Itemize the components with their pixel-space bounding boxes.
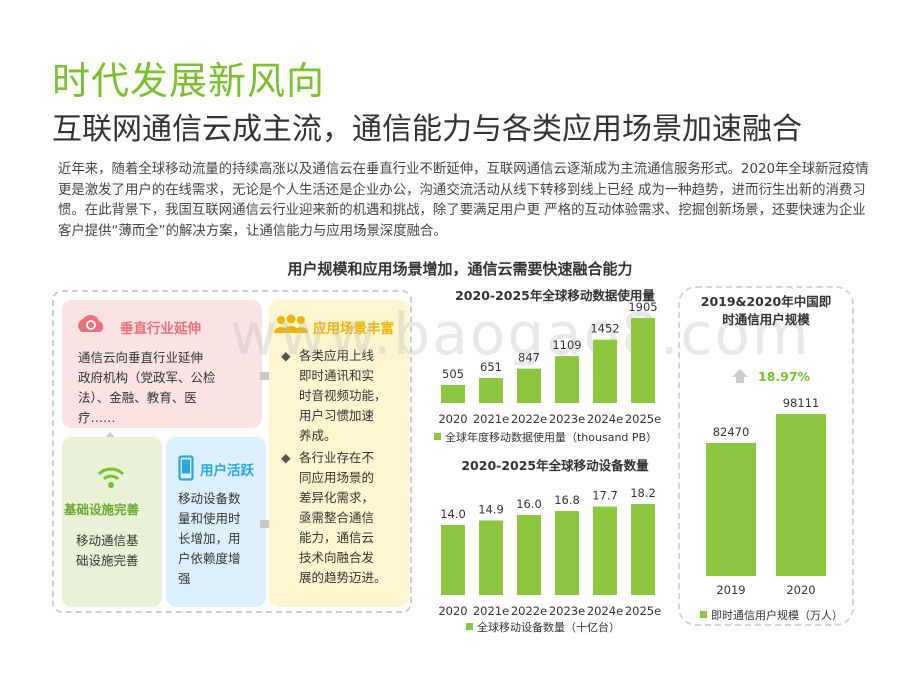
data-label: 82470 xyxy=(713,425,750,439)
legend-marker xyxy=(434,433,441,440)
legend-label: 即时通信用户规模（万人） xyxy=(711,608,843,622)
bar xyxy=(517,515,541,595)
legend-label: 全球年度移动数据使用量（thousand PB） xyxy=(445,430,657,444)
chart-title: 2020-2025年全球移动设备数量 xyxy=(461,458,649,473)
im-users-panel xyxy=(678,286,854,626)
vertical-industry-box: 垂直行业延伸 通信云向垂直行业延伸 政府机构（党政军、公检 法）、金融、教育、医… xyxy=(62,300,262,428)
legend-label: 全球移动设备数量（十亿台） xyxy=(477,620,620,634)
category-label: 2021e xyxy=(473,412,509,426)
bar xyxy=(479,520,503,595)
people-group-icon xyxy=(274,314,308,333)
wifi-icon xyxy=(97,467,125,488)
category-label: 2022e xyxy=(511,604,547,618)
category-label: 2021e xyxy=(473,604,509,618)
page-subtitle: 互联网通信云成主流，通信能力与各类应用场景加速融合 xyxy=(52,112,802,147)
application-scenarios-box: 应用场景丰富 ◆ 各类应用上线 即时通讯和实 时音视频功能， 用户习惯加速 养成… xyxy=(269,300,409,607)
infrastructure-text: 移动通信基 础设施完善 xyxy=(76,533,139,568)
bar xyxy=(776,414,826,576)
chart-title: 2019&2020年中国即 xyxy=(701,294,831,309)
bar xyxy=(593,506,617,595)
mobile-devices-chart: 2020-2025年全球移动设备数量 14.0 2020 14.9 2021e 16.0 2… xyxy=(438,458,661,634)
chart-title: 时通信用户规模 xyxy=(722,312,810,327)
bar xyxy=(555,356,579,403)
data-label: 14.0 xyxy=(440,507,466,521)
data-label: 98111 xyxy=(783,396,820,410)
bar xyxy=(631,504,655,595)
category-label: 2025e xyxy=(625,412,661,426)
category-label: 2019 xyxy=(716,583,745,597)
bar xyxy=(479,378,503,403)
data-label: 1905 xyxy=(628,300,657,314)
user-activity-box: 用户活跃 移动设备数 量和使用时 长增加，用 户依赖度增 强 xyxy=(166,437,266,607)
chart-title: 2020-2025年全球移动数据使用量 xyxy=(455,288,655,303)
category-label: 2023e xyxy=(549,412,585,426)
watermark: www.baogao8.com xyxy=(230,300,811,368)
category-label: 2020 xyxy=(438,604,467,618)
data-label: 14.9 xyxy=(478,503,504,517)
bar xyxy=(555,511,579,595)
data-label: 16.0 xyxy=(516,497,542,511)
infrastructure-title: 基础设施完善 xyxy=(64,502,140,517)
bar xyxy=(593,339,617,403)
category-label: 2023e xyxy=(549,604,585,618)
category-label: 2020 xyxy=(438,412,467,426)
category-label: 2022e xyxy=(511,412,547,426)
category-label: 2024e xyxy=(587,604,623,618)
infrastructure-box: 基础设施完善 移动通信基 础设施完善 xyxy=(62,437,162,607)
page-title: 时代发展新风向 xyxy=(52,59,326,103)
legend-marker xyxy=(466,623,473,630)
data-label: 17.7 xyxy=(592,489,618,503)
scenario-bullet-2: ◆ 各行业存在不 同应用场景的 差异化需求， 亟需整合通信 能力，通信云 技术向… xyxy=(281,450,387,585)
bar xyxy=(517,368,541,403)
legend-marker xyxy=(700,611,707,618)
cloud-sync-icon xyxy=(78,314,104,332)
data-label: 1109 xyxy=(552,338,581,352)
vertical-industry-title: 垂直行业延伸 xyxy=(120,321,201,337)
bar xyxy=(441,525,465,595)
user-activity-text: 移动设备数 量和使用时 长增加，用 户依赖度增 强 xyxy=(178,491,241,586)
data-label: 18.2 xyxy=(630,486,656,500)
section-title: 用户规模和应用场景增加，通信云需要快速融合能力 xyxy=(287,260,633,278)
user-activity-title: 用户活跃 xyxy=(200,463,254,479)
data-label: 505 xyxy=(442,367,464,381)
smartphone-icon xyxy=(178,455,194,481)
data-label: 16.8 xyxy=(554,493,580,507)
category-label: 2024e xyxy=(587,412,623,426)
category-label: 2025e xyxy=(625,604,661,618)
intro-paragraph: 近年来，随着全球移动流量的持续高涨以及通信云在垂直行业不断延伸，互联网通信云逐渐… xyxy=(58,162,869,239)
data-label: 651 xyxy=(480,360,502,374)
data-label: 847 xyxy=(518,351,540,365)
bar xyxy=(706,443,756,576)
data-label: 1452 xyxy=(590,322,619,336)
bar xyxy=(631,318,655,403)
application-scenarios-title: 应用场景丰富 xyxy=(313,321,394,337)
drivers-diagram: 垂直行业延伸 通信云向垂直行业延伸 政府机构（党政军、公检 法）、金融、教育、医… xyxy=(52,290,412,613)
category-label: 2020 xyxy=(786,583,815,597)
up-arrow-icon xyxy=(732,369,748,383)
vertical-industry-text: 通信云向垂直行业延伸 政府机构（党政军、公检 法）、金融、教育、医 疗…… xyxy=(78,350,216,425)
growth-rate: 18.97% xyxy=(758,369,811,384)
bar xyxy=(441,385,465,403)
scenario-bullet-1: ◆ 各类应用上线 即时通讯和实 时音视频功能， 用户习惯加速 养成。 xyxy=(281,348,387,443)
mobile-data-usage-chart: 2020-2025年全球移动数据使用量 505 2020 651 2021e 847 202… xyxy=(434,288,661,444)
